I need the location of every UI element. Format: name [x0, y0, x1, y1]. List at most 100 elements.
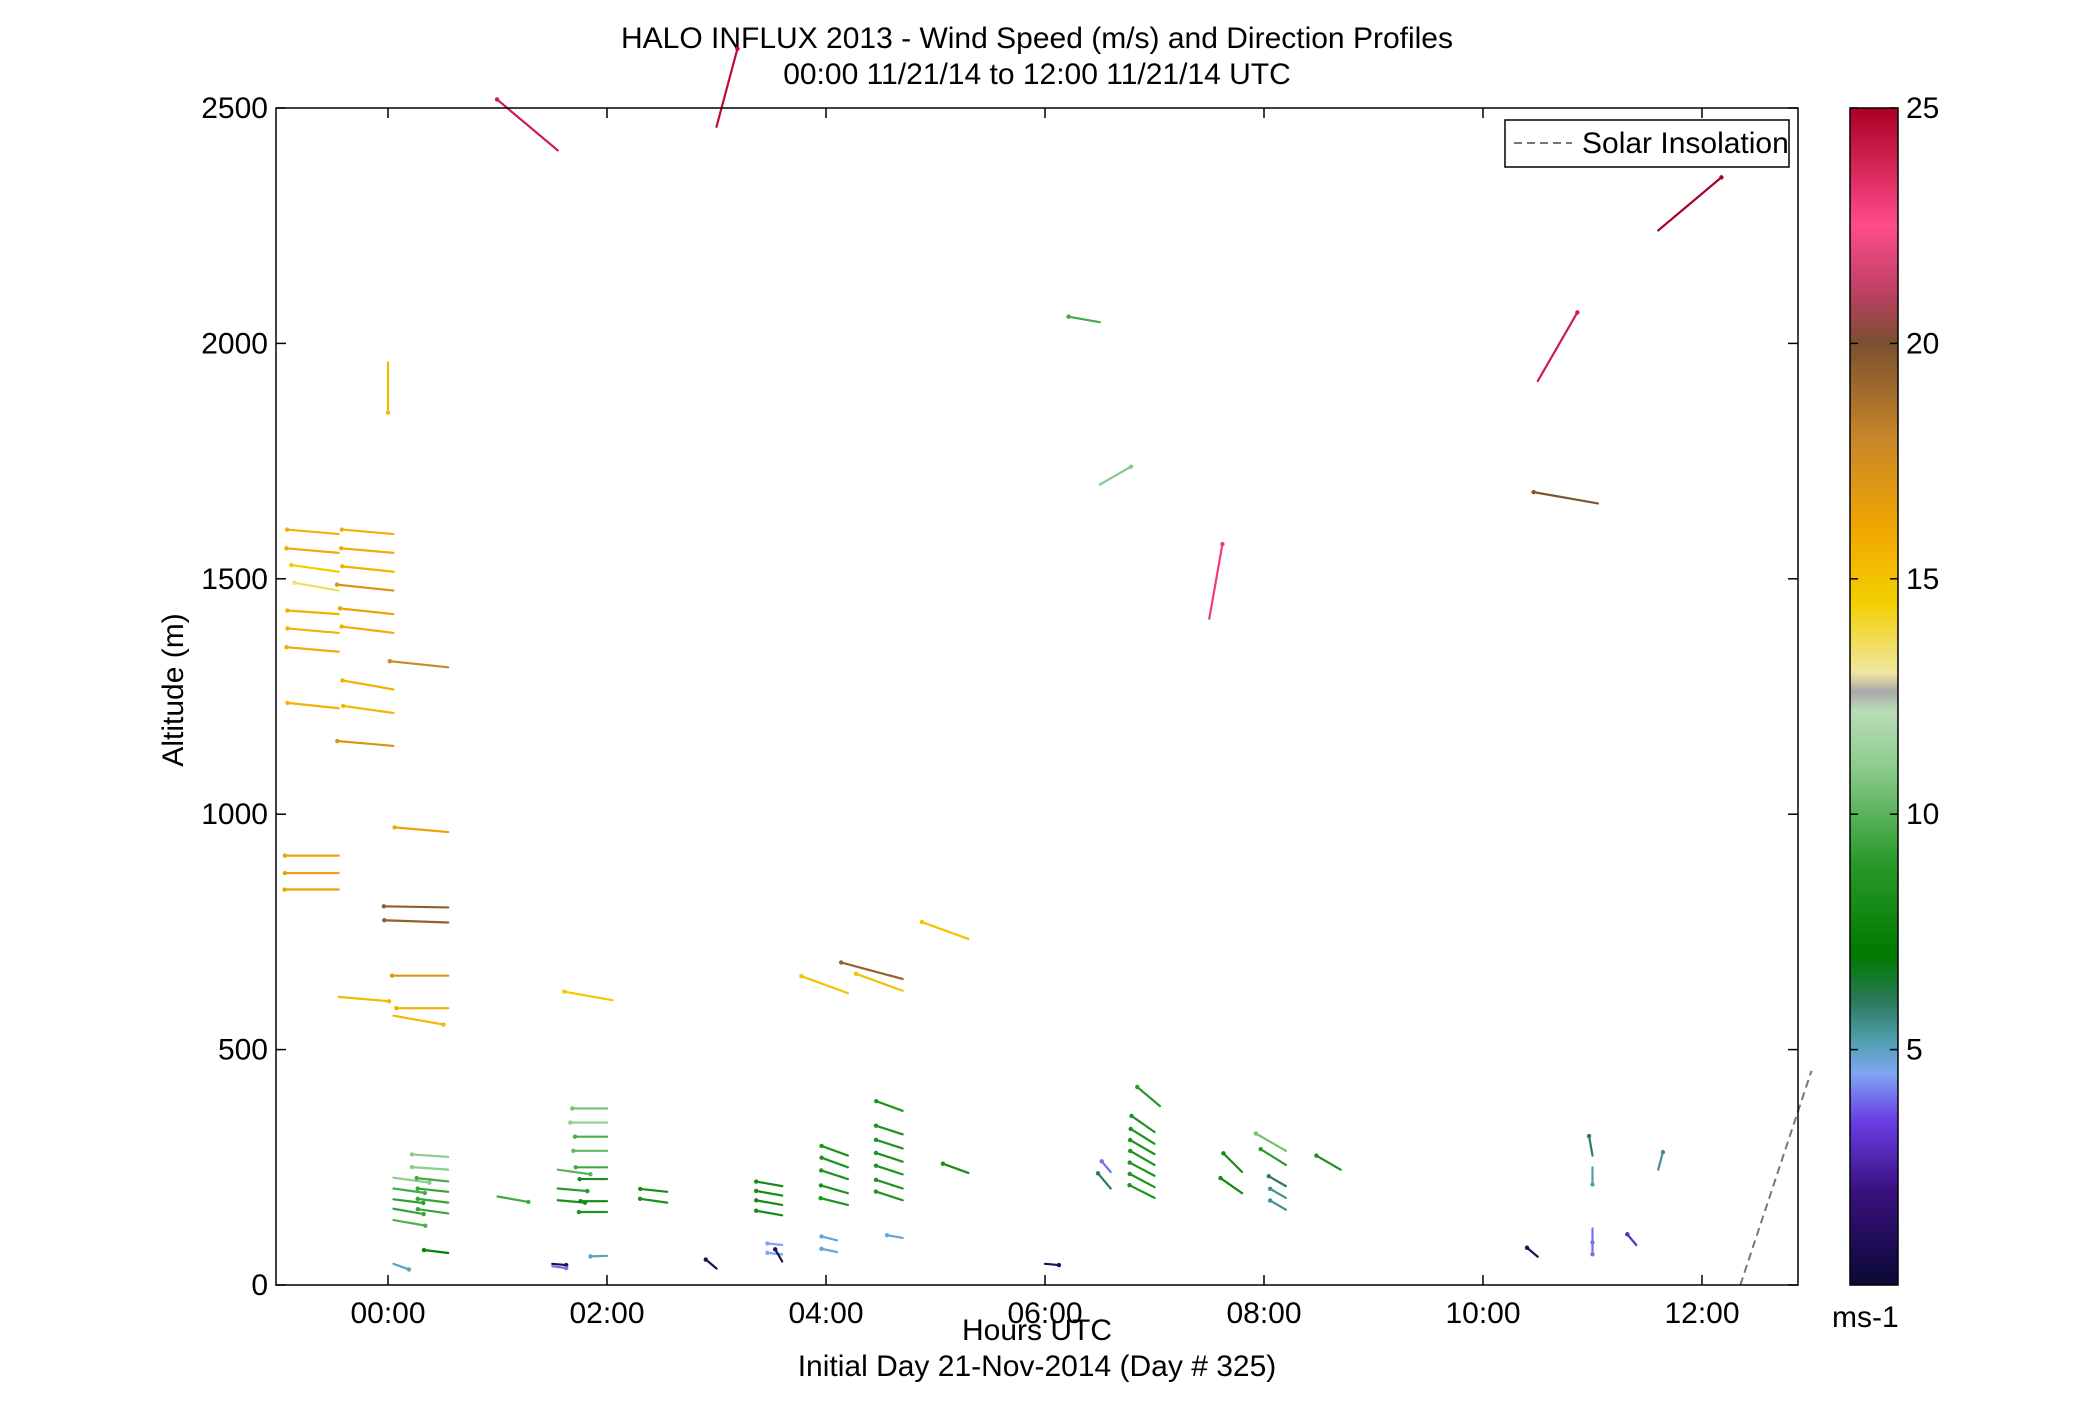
- wind-barb: [874, 1151, 904, 1163]
- wind-barb: [766, 1251, 784, 1256]
- wind-barb-tip: [415, 1196, 420, 1202]
- colorbar-ticks: 5 10 15 20 25: [1850, 92, 1939, 1067]
- wind-barb: [285, 646, 340, 653]
- wind-barb: [392, 1262, 411, 1271]
- wind-barb-tip: [819, 1143, 824, 1149]
- wind-barb: [340, 547, 395, 555]
- wind-barb-tip: [415, 1186, 420, 1191]
- wind-barb: [286, 627, 340, 635]
- wind-barb: [1267, 1175, 1288, 1188]
- wind-barb: [819, 1197, 850, 1207]
- wind-barb-tip: [1524, 1245, 1530, 1250]
- wind-barb: [1128, 1172, 1156, 1189]
- wind-barb: [556, 1187, 589, 1193]
- wind-barb-tip: [588, 1172, 593, 1177]
- wind-barb-tip: [853, 971, 859, 977]
- wind-barb: [496, 1195, 530, 1204]
- wind-barb-tip: [441, 1022, 446, 1027]
- wind-barb-tip: [754, 1208, 759, 1213]
- chart-subtitle: 00:00 11/21/14 to 12:00 11/21/14 UTC: [783, 58, 1291, 91]
- wind-barb: [340, 528, 395, 536]
- wind-barb: [338, 607, 395, 616]
- wind-barb: [874, 1190, 904, 1202]
- wind-barb: [388, 660, 450, 669]
- wind-barb-tip: [1267, 1186, 1273, 1192]
- colorbar-tick-label: 25: [1906, 92, 1939, 125]
- wind-barb-tip: [284, 546, 289, 551]
- wind-barb: [1222, 1152, 1244, 1174]
- wind-barb: [337, 995, 391, 1003]
- wind-barb-tip: [919, 919, 925, 925]
- wind-barb-tip: [563, 1262, 569, 1268]
- wind-barb-tip: [1266, 1174, 1271, 1179]
- colorbar-tick-label: 5: [1906, 1034, 1923, 1067]
- wind-barb-tip: [339, 527, 345, 532]
- wind-barb-tip: [1625, 1232, 1630, 1237]
- colorbar-tick-label: 15: [1906, 563, 1939, 596]
- wind-barb-tip: [1218, 1175, 1223, 1181]
- x-axis-subtitle: Initial Day 21-Nov-2014 (Day # 325): [798, 1350, 1277, 1383]
- wind-barb-tip: [423, 1223, 428, 1228]
- wind-barb-tip: [1258, 1147, 1263, 1152]
- wind-barb: [1219, 1176, 1244, 1195]
- wind-barb-tip: [819, 1246, 824, 1251]
- wind-barb-tip: [340, 703, 346, 709]
- wind-barb: [392, 1198, 425, 1205]
- wind-barb-tip: [282, 870, 288, 876]
- solar-insolation-trace: [1739, 1070, 1813, 1286]
- wind-barb-tip: [1099, 1159, 1104, 1164]
- wind-barb: [392, 1014, 445, 1026]
- wind-barb: [1269, 1187, 1288, 1200]
- wind-barb-tip: [568, 1120, 573, 1125]
- wind-barb: [340, 625, 395, 635]
- wind-barb: [874, 1178, 904, 1190]
- wind-barb: [820, 1247, 839, 1254]
- wind-barb: [1129, 1138, 1156, 1156]
- wind-barb-tip: [334, 582, 340, 587]
- wind-barb-tip: [819, 1168, 824, 1173]
- wind-barb-tip: [285, 700, 290, 706]
- wind-barb: [286, 701, 340, 710]
- wind-barb-tip: [1590, 1252, 1595, 1257]
- wind-barb-tip: [577, 1176, 582, 1182]
- wind-barb: [410, 1153, 450, 1159]
- wind-barb: [1129, 1127, 1156, 1145]
- wind-barb: [1136, 1085, 1162, 1108]
- wind-barb-tip: [1127, 1160, 1132, 1165]
- wind-barb: [392, 1218, 427, 1227]
- wind-barb-tip: [578, 1198, 583, 1204]
- wind-barb: [1129, 1149, 1156, 1167]
- wind-barb-tip: [421, 1247, 427, 1253]
- wind-barb: [342, 704, 395, 715]
- colorbar: 5 10 15 20 25 ms-1: [1832, 92, 1939, 1334]
- colorbar-gradient: [1849, 107, 1899, 1286]
- wind-barb: [941, 1162, 970, 1175]
- wind-barb-tip: [873, 1123, 879, 1128]
- wind-barb: [415, 1177, 450, 1183]
- wind-barb-tip: [385, 410, 391, 415]
- wind-barb: [755, 1209, 784, 1217]
- wind-barb-tip: [838, 960, 844, 965]
- wind-barb-tip: [818, 1183, 824, 1188]
- wind-barb-tip: [1128, 1148, 1133, 1154]
- wind-barb: [766, 1242, 784, 1247]
- wind-barb: [1096, 1172, 1112, 1190]
- wind-barb: [920, 920, 970, 941]
- wind-barb-tip: [1095, 1171, 1101, 1176]
- wind-barb: [840, 961, 904, 981]
- wind-barb: [1067, 315, 1101, 324]
- wind-barb-tip: [421, 1200, 426, 1206]
- wind-barb-tip: [409, 1152, 415, 1157]
- wind-barb: [290, 563, 340, 573]
- y-axis: 0 500 1000 1500 2000 2500: [201, 92, 1798, 1302]
- wind-barb: [1587, 1134, 1594, 1157]
- wind-barb: [1532, 491, 1600, 505]
- wind-barb: [383, 919, 450, 924]
- wind-barb: [410, 1166, 450, 1171]
- wind-barb: [875, 1100, 904, 1112]
- wind-barb-tip: [585, 1188, 590, 1194]
- wind-barb: [416, 1197, 450, 1204]
- wind-barb: [820, 1169, 850, 1181]
- wind-barb: [341, 679, 395, 691]
- wind-barb: [392, 1187, 426, 1194]
